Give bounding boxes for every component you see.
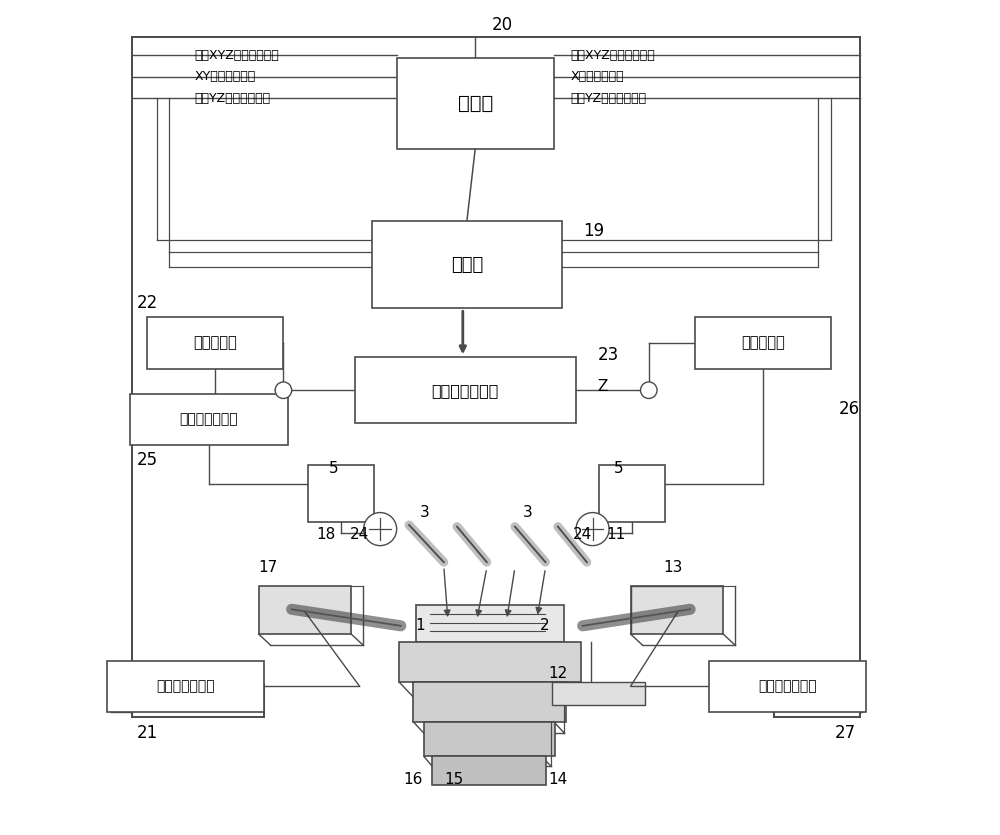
Text: 20: 20 (492, 16, 513, 34)
Text: 2: 2 (540, 619, 549, 633)
Text: 24: 24 (350, 528, 369, 543)
Circle shape (275, 382, 292, 398)
Text: 第一YZ纳米控制信号: 第一YZ纳米控制信号 (194, 92, 270, 105)
Text: 上位机: 上位机 (458, 94, 493, 113)
FancyBboxPatch shape (709, 660, 866, 711)
Text: 三号压电控制器: 三号压电控制器 (180, 412, 238, 426)
Text: 5: 5 (329, 461, 339, 476)
Text: 5: 5 (614, 461, 624, 476)
Text: 12: 12 (548, 666, 567, 681)
Text: 14: 14 (548, 772, 567, 787)
FancyBboxPatch shape (355, 357, 576, 423)
Text: 采集卡: 采集卡 (451, 256, 483, 274)
FancyBboxPatch shape (695, 317, 831, 369)
Circle shape (364, 513, 397, 545)
Text: 18: 18 (316, 528, 336, 543)
Text: 第一XYZ微米控制信号: 第一XYZ微米控制信号 (194, 49, 279, 62)
Text: X纳米控制信号: X纳米控制信号 (570, 70, 624, 84)
Text: 26: 26 (839, 400, 860, 418)
Text: 16: 16 (403, 772, 423, 787)
Bar (424, 721, 555, 757)
Text: 22: 22 (136, 295, 158, 312)
Text: 二号切换器: 二号切换器 (741, 336, 785, 351)
Text: 3: 3 (523, 505, 533, 520)
Text: 17: 17 (259, 560, 278, 575)
Bar (552, 682, 645, 706)
Text: 第二YZ纳米控制信号: 第二YZ纳米控制信号 (570, 92, 646, 105)
Text: 19: 19 (583, 222, 604, 240)
Bar (413, 682, 566, 721)
Bar (631, 586, 723, 634)
Text: 11: 11 (606, 528, 625, 543)
Bar (432, 757, 546, 786)
Text: 3: 3 (420, 505, 430, 520)
Text: Z: Z (598, 378, 608, 393)
Text: XY纳米控制信号: XY纳米控制信号 (194, 70, 255, 84)
Text: 二号压电控制器: 二号压电控制器 (758, 679, 817, 693)
Bar (259, 586, 351, 634)
Circle shape (576, 513, 609, 545)
Bar (416, 605, 564, 642)
FancyBboxPatch shape (107, 660, 264, 711)
Text: 1: 1 (416, 619, 425, 633)
FancyBboxPatch shape (147, 317, 283, 369)
Text: 27: 27 (835, 724, 856, 742)
Text: 25: 25 (136, 452, 157, 469)
Text: 第二XYZ微米控制信号: 第二XYZ微米控制信号 (570, 49, 655, 62)
Text: 23: 23 (598, 347, 619, 365)
Bar (399, 642, 581, 682)
Circle shape (641, 382, 657, 398)
Text: 24: 24 (573, 528, 592, 543)
FancyBboxPatch shape (308, 465, 374, 522)
Text: 一号压电控制器: 一号压电控制器 (157, 679, 215, 693)
FancyBboxPatch shape (130, 393, 288, 445)
FancyBboxPatch shape (372, 221, 562, 308)
Text: 13: 13 (664, 560, 683, 575)
FancyBboxPatch shape (397, 58, 554, 149)
Text: 15: 15 (445, 772, 464, 787)
FancyBboxPatch shape (599, 465, 665, 522)
Text: 一号切换器: 一号切换器 (193, 336, 237, 351)
Text: 双路探针控制器: 双路探针控制器 (432, 382, 499, 397)
Text: 21: 21 (136, 724, 158, 742)
